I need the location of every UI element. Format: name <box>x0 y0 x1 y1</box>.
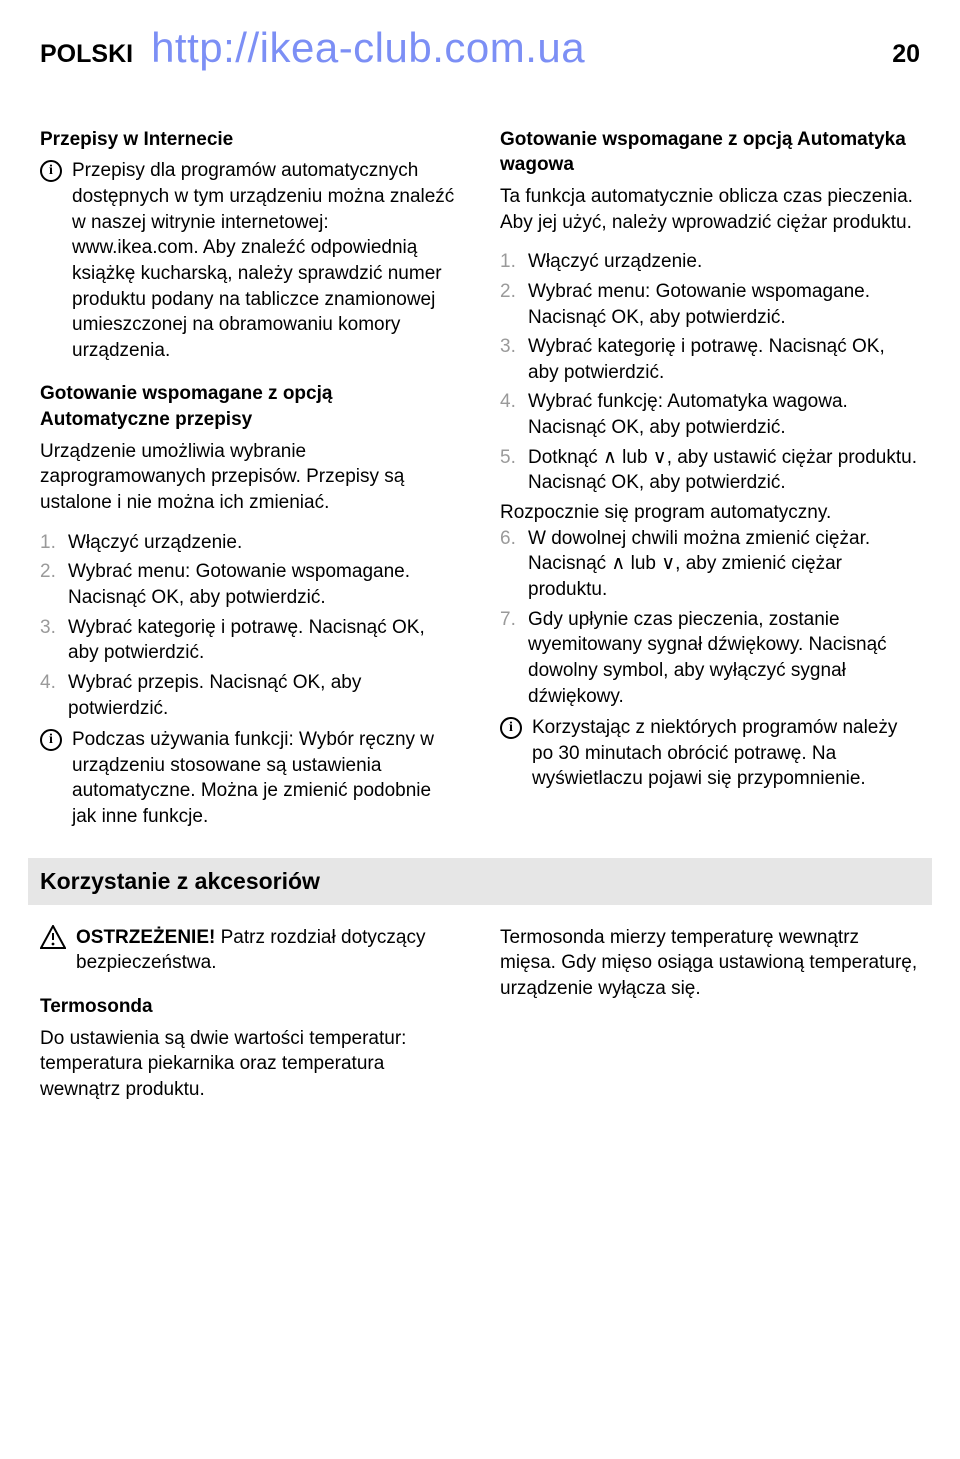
steps-list-right-cont: W dowolnej chwili można zmienić ciężar. … <box>500 526 920 709</box>
list-item: Wybrać menu: Gotowanie wspomagane. Nacis… <box>500 279 920 330</box>
section-title-auto-recipes: Gotowanie wspomagane z opcją Automatyczn… <box>40 381 460 432</box>
steps-list-left: Włączyć urządzenie. Wybrać menu: Gotowan… <box>40 530 460 721</box>
list-item: Wybrać przepis. Nacisnąć OK, aby potwier… <box>40 670 460 721</box>
paragraph: Rozpocznie się program automatyczny. <box>500 500 920 526</box>
subheading-thermoprobe: Termosonda <box>40 994 460 1020</box>
source-url: http://ikea-club.com.ua <box>151 20 585 77</box>
list-item: Dotknąć ∧ lub ∨, aby ustawić ciężar prod… <box>500 445 920 496</box>
list-item: Włączyć urządzenie. <box>40 530 460 556</box>
info-block: i Przepisy dla programów automatycznych … <box>40 158 460 363</box>
info-block: i Podczas używania funkcji: Wybór ręczny… <box>40 727 460 830</box>
warning-label: OSTRZEŻENIE! <box>76 927 215 948</box>
list-item: Wybrać kategorię i potrawę. Nacisnąć OK,… <box>40 615 460 666</box>
header-row: POLSKI http://ikea-club.com.ua 20 <box>40 20 920 77</box>
list-item: Wybrać kategorię i potrawę. Nacisnąć OK,… <box>500 334 920 385</box>
page: POLSKI http://ikea-club.com.ua 20 Przepi… <box>0 0 960 1177</box>
page-number: 20 <box>892 38 920 72</box>
info-text: Podczas używania funkcji: Wybór ręczny w… <box>72 727 460 830</box>
header-left: POLSKI http://ikea-club.com.ua <box>40 20 585 77</box>
list-item: Włączyć urządzenie. <box>500 249 920 275</box>
bottom-right-column: Termosonda mierzy temperaturę wewnątrz m… <box>500 925 920 1117</box>
warning-text: OSTRZEŻENIE! Patrz rozdział dotyczący be… <box>76 925 460 976</box>
main-columns: Przepisy w Internecie i Przepisy dla pro… <box>40 127 920 830</box>
section-title-auto-weight: Gotowanie wspomagane z opcją Automatyka … <box>500 127 920 178</box>
paragraph: Ta funkcja automatycznie oblicza czas pi… <box>500 184 920 235</box>
list-item: Wybrać funkcję: Automatyka wagowa. Nacis… <box>500 389 920 440</box>
warning-icon <box>40 925 66 957</box>
right-column: Gotowanie wspomagane z opcją Automatyka … <box>500 127 920 830</box>
list-item: Wybrać menu: Gotowanie wspomagane. Nacis… <box>40 559 460 610</box>
steps-list-right: Włączyć urządzenie. Wybrać menu: Gotowan… <box>500 249 920 496</box>
list-item: W dowolnej chwili można zmienić ciężar. … <box>500 526 920 603</box>
list-item: Gdy upłynie czas pieczenia, zostanie wye… <box>500 607 920 710</box>
section-bar-accessories: Korzystanie z akcesoriów <box>28 858 932 905</box>
info-text: Korzystając z niektórych programów należ… <box>532 715 920 792</box>
info-icon: i <box>500 717 522 739</box>
info-icon: i <box>40 729 62 751</box>
bottom-left-column: OSTRZEŻENIE! Patrz rozdział dotyczący be… <box>40 925 460 1117</box>
bottom-columns: OSTRZEŻENIE! Patrz rozdział dotyczący be… <box>40 925 920 1117</box>
info-text: Przepisy dla programów automatycznych do… <box>72 158 460 363</box>
section-title-recipes-online: Przepisy w Internecie <box>40 127 460 153</box>
warning-block: OSTRZEŻENIE! Patrz rozdział dotyczący be… <box>40 925 460 976</box>
paragraph: Urządzenie umożliwia wybranie zaprogramo… <box>40 439 460 516</box>
left-column: Przepisy w Internecie i Przepisy dla pro… <box>40 127 460 830</box>
paragraph: Do ustawienia są dwie wartości temperatu… <box>40 1026 460 1103</box>
paragraph: Termosonda mierzy temperaturę wewnątrz m… <box>500 925 920 1002</box>
info-block: i Korzystając z niektórych programów nal… <box>500 715 920 792</box>
info-icon: i <box>40 160 62 182</box>
language-label: POLSKI <box>40 38 133 72</box>
